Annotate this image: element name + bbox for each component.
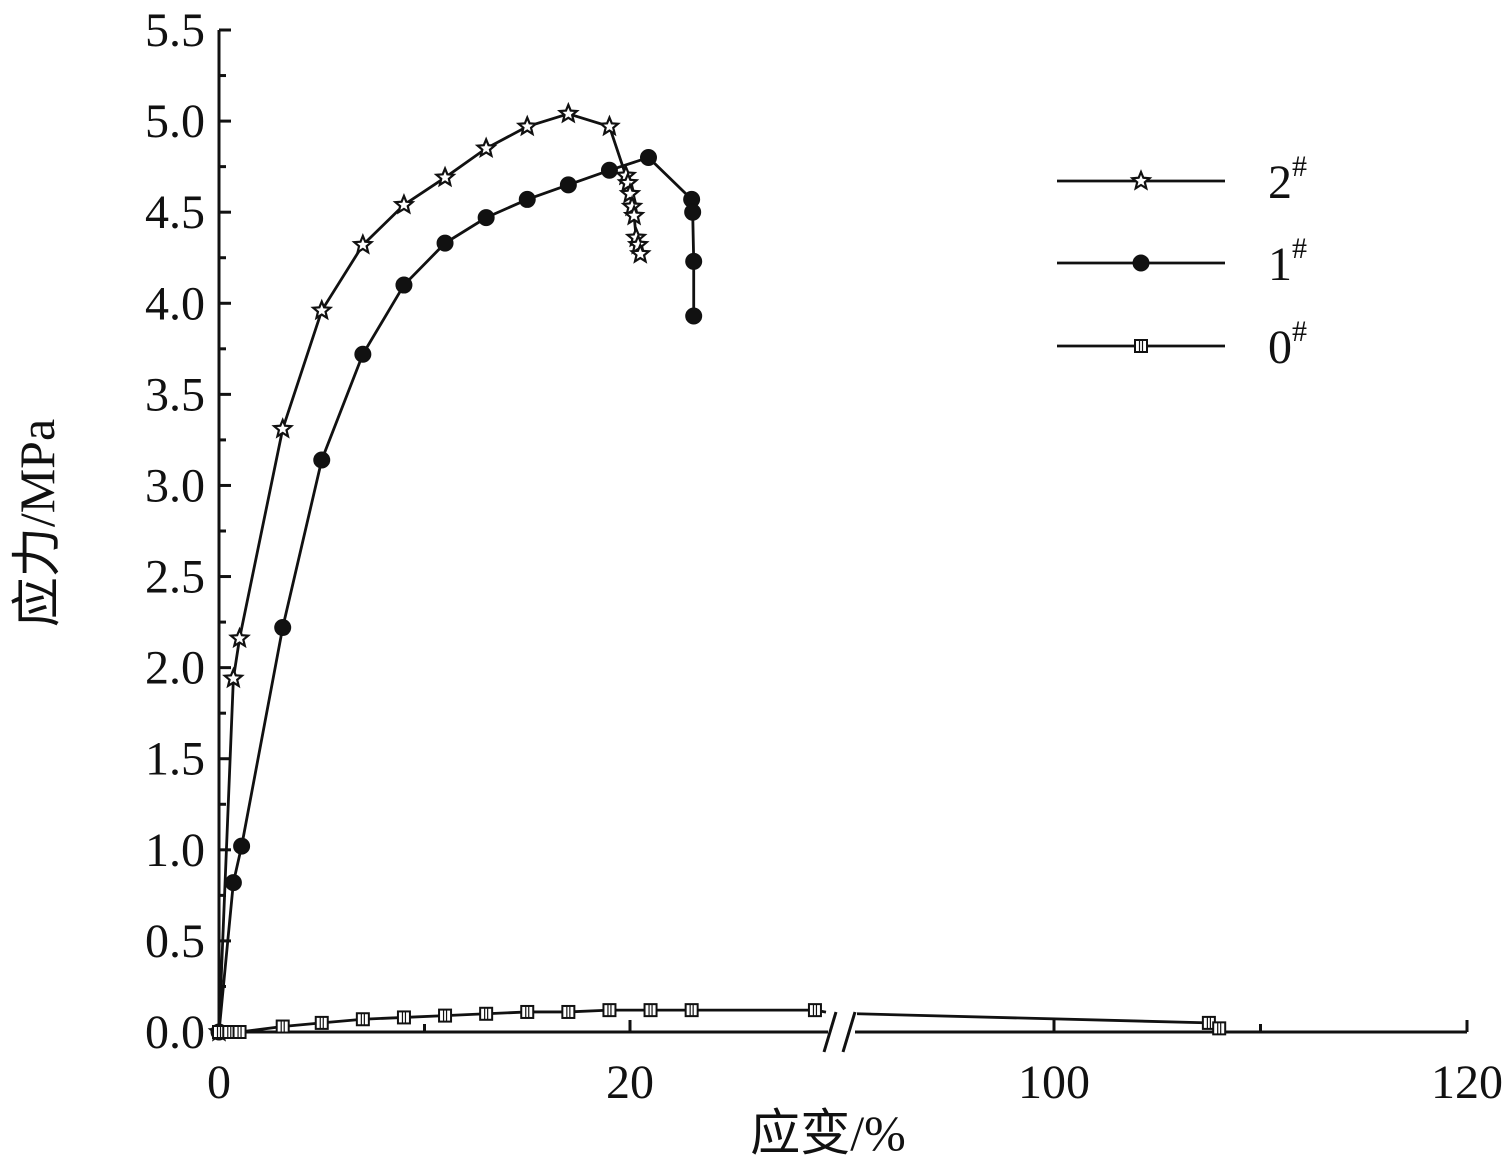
legend-entry: 0# (1057, 315, 1307, 374)
legend-label: 0# (1268, 315, 1307, 374)
data-point (479, 1006, 494, 1021)
data-point (232, 1025, 247, 1039)
legend-marker (1132, 254, 1150, 272)
data-point (474, 136, 498, 159)
legend: 2# 1# 0# (1057, 150, 1307, 374)
data-point (313, 451, 331, 469)
data-point (274, 619, 292, 637)
data-point (685, 252, 703, 270)
series-2 (207, 101, 652, 1042)
legend-entry: 2# (1057, 150, 1307, 209)
data-point (684, 203, 702, 221)
data-point (477, 209, 495, 227)
data-point (807, 1003, 822, 1018)
data-point (622, 203, 646, 226)
series-line (217, 112, 642, 1033)
legend-marker (1134, 339, 1148, 353)
x-axis-title: 应变/% (750, 1105, 906, 1161)
y-tick-label: 5.0 (145, 95, 205, 148)
data-point (222, 666, 245, 689)
data-point (271, 417, 295, 439)
data-point (643, 1003, 658, 1018)
data-point (684, 1003, 699, 1018)
data-point (351, 233, 375, 255)
y-tick-label: 3.5 (145, 368, 205, 421)
data-point (314, 1015, 329, 1030)
legend-label: 1# (1268, 232, 1307, 291)
data-point (602, 1003, 617, 1018)
y-tick-label: 4.0 (145, 277, 205, 330)
data-point (518, 190, 536, 208)
data-point (598, 114, 621, 137)
y-tick-label: 0.5 (145, 915, 205, 968)
legend-marker (1129, 169, 1153, 191)
series-line (217, 155, 696, 1033)
data-point (395, 276, 413, 294)
data-point (438, 1008, 453, 1023)
x-tick-label: 20 (606, 1056, 654, 1109)
y-axis-title: 应力/MPa (9, 419, 65, 627)
axis-break-mark (822, 1011, 838, 1053)
data-point (1212, 1021, 1227, 1036)
data-point (224, 874, 242, 892)
y-tick-label: 4.5 (145, 186, 205, 239)
x-tick-label: 100 (1018, 1056, 1090, 1109)
data-point (616, 171, 640, 193)
x-tick-label: 120 (1431, 1056, 1503, 1109)
legend-entry: 1# (1057, 232, 1307, 291)
axes: 0.0 0.5 1.0 1.5 2.0 2.5 3.0 3.5 4.0 4.5 5.0 5.5 0 20 1… (145, 4, 1503, 1109)
axis-break-mark (841, 1011, 857, 1053)
data-point (275, 1019, 290, 1034)
series-1 (210, 149, 703, 1041)
data-point (1201, 1015, 1216, 1030)
data-point (561, 1004, 576, 1019)
data-point (310, 298, 334, 321)
series-0 (212, 1003, 1227, 1039)
data-point (557, 101, 580, 124)
series-layer (207, 101, 1227, 1042)
y-tick-label: 0.0 (145, 1006, 205, 1059)
data-point (433, 165, 457, 188)
y-tick-label: 2.5 (145, 551, 205, 604)
data-point (520, 1004, 535, 1019)
y-tick-label: 1.5 (145, 733, 205, 786)
y-tick-label: 2.0 (145, 642, 205, 695)
y-tick-label: 3.0 (145, 459, 205, 512)
data-point (228, 626, 251, 649)
y-tick-label: 5.5 (145, 4, 205, 57)
data-point (354, 345, 372, 363)
data-point (392, 192, 416, 215)
data-point (618, 182, 642, 204)
data-point (355, 1012, 370, 1027)
data-point (396, 1010, 411, 1025)
y-tick-label: 1.0 (145, 824, 205, 877)
data-point (559, 176, 577, 194)
x-tick-label: 0 (207, 1056, 231, 1109)
data-point (685, 307, 703, 325)
data-point (600, 161, 618, 179)
data-point (515, 114, 539, 137)
data-point (628, 242, 652, 264)
data-point (233, 837, 251, 855)
data-point (639, 149, 657, 167)
legend-label: 2# (1268, 150, 1307, 209)
data-point (436, 234, 454, 252)
